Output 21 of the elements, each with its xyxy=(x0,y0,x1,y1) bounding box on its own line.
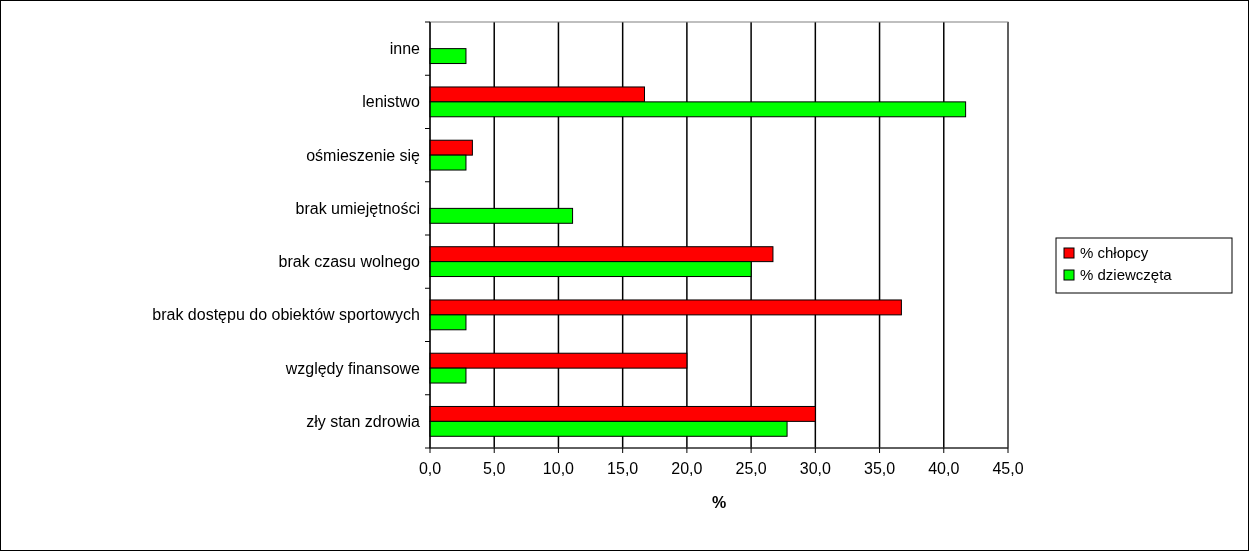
legend-label: % chłopcy xyxy=(1080,244,1149,262)
x-tick-label: 25,0 xyxy=(735,460,767,477)
y-tick-label: inne xyxy=(389,40,421,58)
x-tick-label: 20,0 xyxy=(671,460,703,477)
x-tick-label: 35,0 xyxy=(863,460,896,477)
x-tick-label: 45,0 xyxy=(992,460,1024,477)
y-tick-label: brak dostępu do obiektów sportowych xyxy=(152,306,420,324)
y-tick-label: względy finansowe xyxy=(284,359,421,377)
x-tick-label: 0,0 xyxy=(418,460,442,477)
y-tick-label: brak umiejętności xyxy=(295,199,420,217)
x-tick-label: 30,0 xyxy=(799,460,832,477)
y-tick-label: zły stan zdrowia xyxy=(306,412,421,430)
x-tick-label: 15,0 xyxy=(607,460,639,477)
y-tick-label: lenistwo xyxy=(362,93,421,111)
x-tick-label: 40,0 xyxy=(928,460,960,477)
y-tick-label: ośmieszenie się xyxy=(306,146,421,164)
x-axis-title: % xyxy=(711,494,727,511)
x-tick-label: 5,0 xyxy=(483,460,506,477)
legend-label: % dziewczęta xyxy=(1080,266,1173,284)
y-tick-label: brak czasu wolnego xyxy=(278,253,421,271)
x-tick-label: 10,0 xyxy=(542,460,575,477)
